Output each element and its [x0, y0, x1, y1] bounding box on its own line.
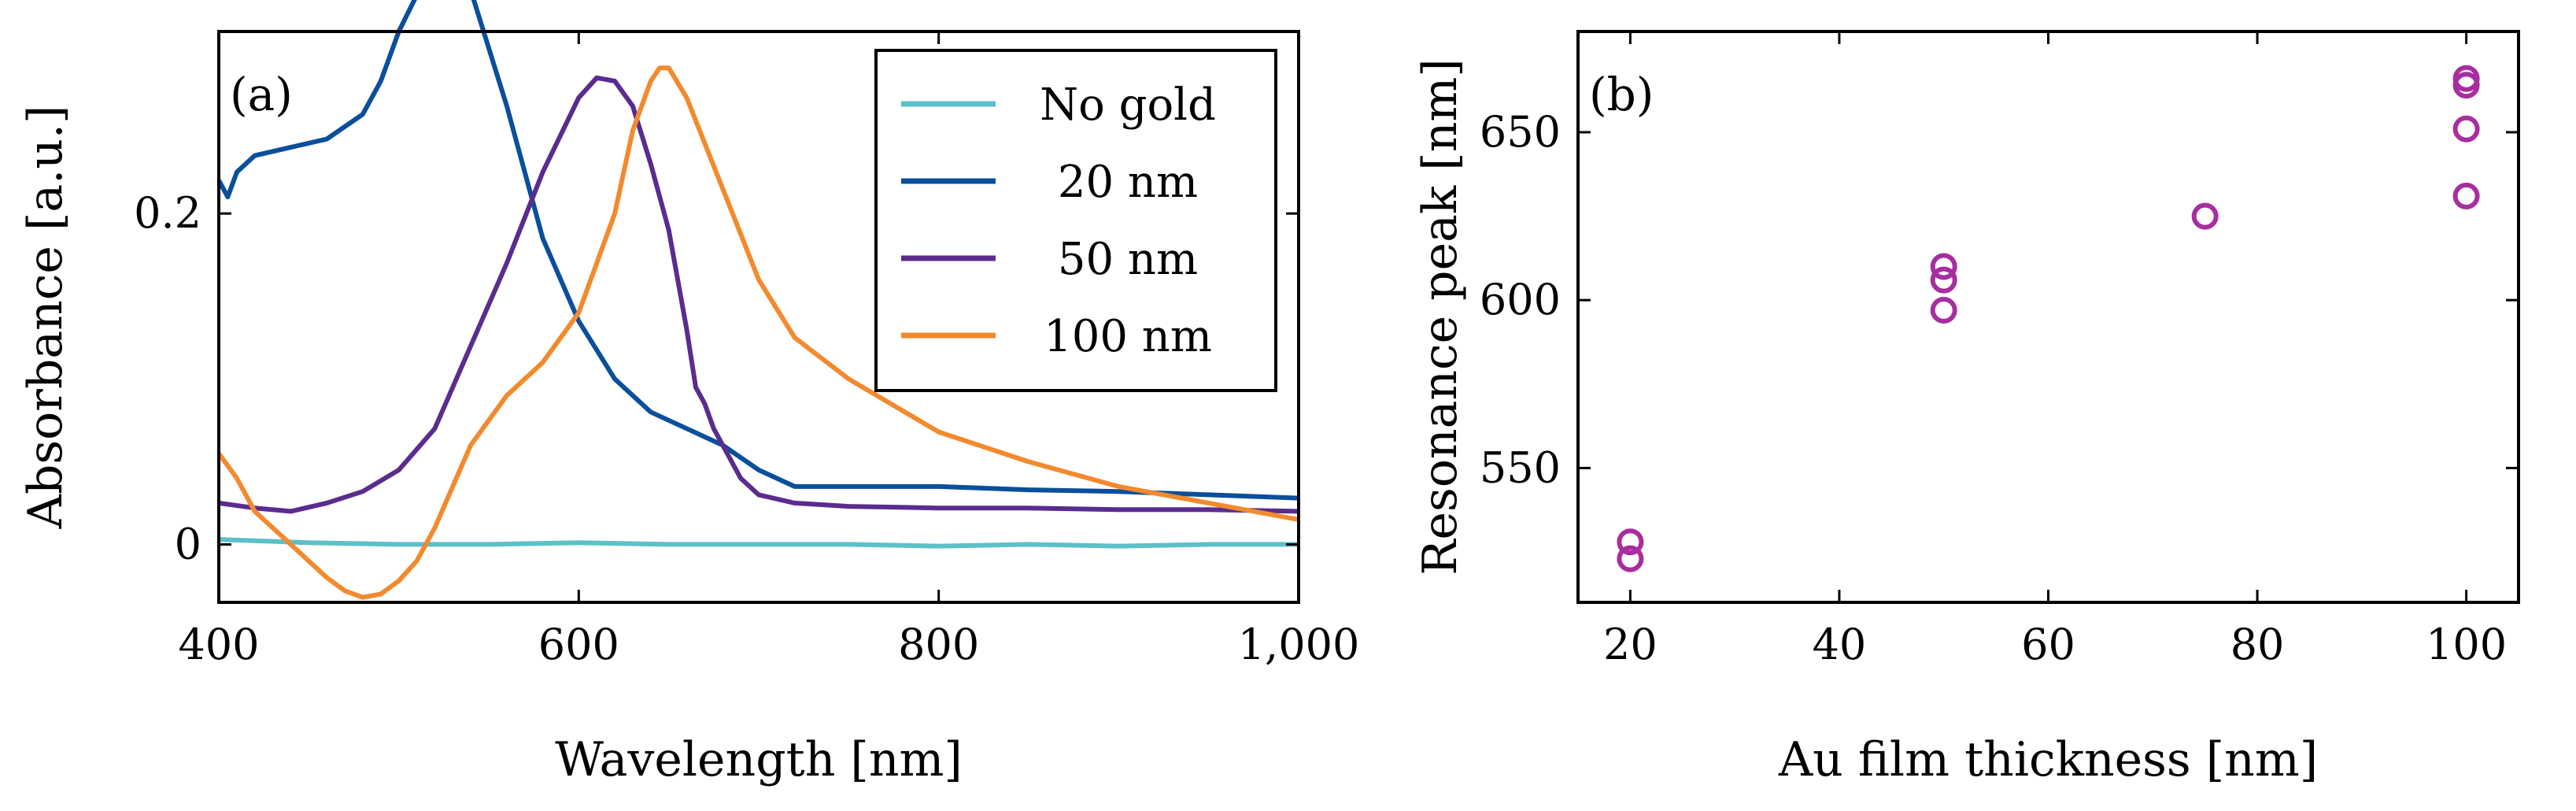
panel-b-ticks: 20 40 60 80 100 550 600 650	[1480, 31, 2519, 669]
legend-entry-label: 100 nm	[1044, 311, 1212, 362]
panel-b-x-tick-label: 40	[1813, 620, 1867, 669]
panel-b-y-tick-label: 650	[1480, 107, 1561, 157]
panel-a-x-tick-label: 600	[538, 620, 619, 669]
scatter-point	[2191, 202, 2219, 230]
panel-a-ticks: 400 600 800 1,000 0 0.2	[134, 31, 1359, 669]
panel-b-resonance-chart: 20 40 60 80 100 550 600 650 (b) Au film thickne…	[1413, 30, 2520, 787]
panel-a-x-tick-label: 800	[898, 620, 979, 669]
panel-a-label: (a)	[230, 68, 293, 121]
panel-b-points	[1617, 65, 2480, 572]
legend-entry-label: 20 nm	[1058, 157, 1198, 208]
series-line-20-nm	[216, 0, 1299, 501]
panel-a-y-tick-label: 0.2	[134, 188, 201, 238]
panel-a-plot-frame	[217, 30, 1300, 604]
scatter-point	[2452, 72, 2480, 99]
scatter-point	[1930, 297, 1957, 324]
panel-a-absorbance-chart: 400 600 800 1,000 0 0.2 (a) Wavelength [nm] A…	[18, 0, 1359, 787]
scatter-point	[2452, 183, 2480, 209]
panel-b-x-tick-label: 100	[2426, 620, 2507, 669]
series-line-no-gold	[218, 537, 1299, 549]
panel-b-x-tick-label: 80	[2230, 620, 2285, 669]
panel-a-series-group	[216, 0, 1299, 600]
scatter-point	[1617, 528, 1644, 556]
panel-a-legend: No gold 20 nm 50 nm 100 nm	[874, 49, 1277, 392]
panel-b-x-axis-label: Au film thickness [nm]	[1778, 732, 2318, 787]
panel-a-x-axis-label: Wavelength [nm]	[555, 732, 963, 787]
panel-b-x-tick-label: 60	[2021, 620, 2075, 669]
panel-b-y-tick-label: 550	[1480, 443, 1561, 492]
panel-a-y-tick-label: 0	[175, 519, 201, 568]
panel-a-y-axis-label: Absorbance [a.u.]	[18, 106, 73, 530]
legend-entry-label: 50 nm	[1058, 234, 1198, 285]
panel-b-y-tick-label: 600	[1480, 275, 1561, 324]
panel-a-x-tick-label: 1,000	[1238, 620, 1360, 669]
scatter-point	[1930, 253, 1957, 280]
panel-b-label: (b)	[1589, 68, 1654, 121]
series-line-50-nm	[218, 75, 1299, 514]
scatter-point	[2452, 115, 2480, 143]
legend-entry-label: No gold	[1040, 80, 1216, 131]
panel-b-y-axis-label: Resonance peak [nm]	[1413, 58, 1468, 575]
scatter-point	[1930, 266, 1957, 294]
series-line-100-nm	[216, 65, 1299, 600]
panel-a-x-tick-label: 400	[178, 620, 259, 669]
scatter-point	[1617, 545, 1644, 572]
panel-b-x-tick-label: 20	[1603, 620, 1658, 669]
panel-b-plot-frame	[1576, 30, 2520, 604]
